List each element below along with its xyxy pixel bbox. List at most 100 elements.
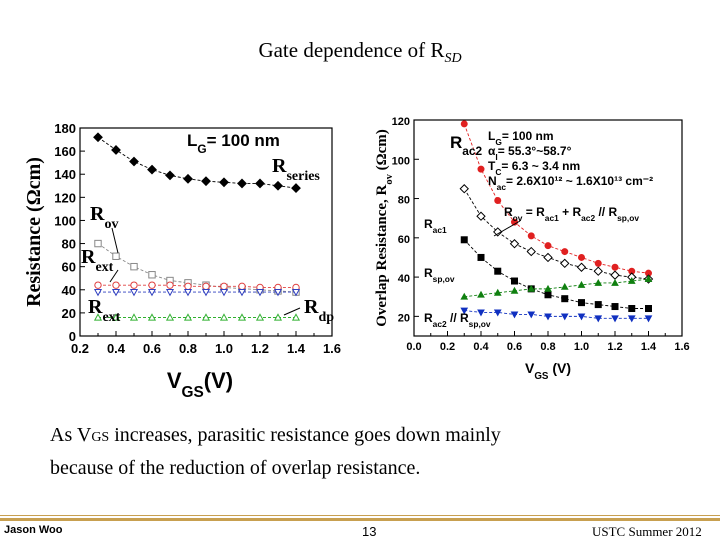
series-rext xyxy=(94,281,300,292)
data-point xyxy=(628,305,636,313)
series-rext2 xyxy=(93,289,301,297)
data-point xyxy=(183,173,193,184)
data-point xyxy=(578,253,585,261)
title-main: Gate dependence of R xyxy=(258,38,445,62)
series-rdp xyxy=(93,313,301,321)
data-point xyxy=(147,289,157,297)
data-point xyxy=(255,178,265,189)
plot-frame xyxy=(79,127,333,337)
series-rseries xyxy=(93,132,301,193)
data-point xyxy=(219,289,229,297)
data-point xyxy=(219,313,229,321)
label-rov: Rov xyxy=(90,203,118,232)
data-point xyxy=(147,164,157,175)
caption-line-2: because of the reduction of overlap resi… xyxy=(50,457,421,479)
x-tick-label: 1.0 xyxy=(215,341,233,356)
data-point xyxy=(273,289,283,297)
x-tick-label: 1.2 xyxy=(251,341,269,356)
y-tick-label: 160 xyxy=(54,144,76,159)
data-point xyxy=(94,281,102,289)
data-point xyxy=(644,315,653,323)
data-point xyxy=(273,180,283,191)
x-tick-label: 1.4 xyxy=(287,341,306,356)
footer-course: USTC Summer 2012 xyxy=(592,524,702,539)
arrow-rov xyxy=(493,220,521,237)
data-point xyxy=(255,313,265,321)
annotation-rov-equation: Rov = Rac1 + Rac2 // Rsp,ov xyxy=(504,205,639,223)
data-point xyxy=(201,313,211,321)
y-tick-label: 100 xyxy=(54,213,76,228)
data-point xyxy=(611,303,619,311)
data-point xyxy=(201,289,211,297)
data-point xyxy=(130,281,138,289)
data-point xyxy=(459,184,469,194)
data-point xyxy=(561,295,569,303)
data-point xyxy=(93,313,103,321)
label-rdp: Rdp xyxy=(304,296,334,325)
data-point xyxy=(576,262,587,272)
data-point xyxy=(593,266,603,276)
data-point xyxy=(526,246,536,257)
data-point xyxy=(237,313,247,321)
data-point xyxy=(183,313,193,321)
y-tick-label: 80 xyxy=(62,237,76,252)
x-tick-label: 0.2 xyxy=(440,341,455,353)
data-point xyxy=(477,290,485,298)
y-tick-label: 20 xyxy=(398,312,410,324)
data-point xyxy=(238,282,246,291)
data-point xyxy=(291,183,301,193)
label-rext-bottom: Rext xyxy=(88,296,121,325)
series-line xyxy=(463,239,649,309)
data-point xyxy=(183,289,193,297)
y-tick-label: 80 xyxy=(398,195,410,207)
x-tick-label: 0.8 xyxy=(540,341,555,353)
title-sub: SD xyxy=(444,51,462,67)
data-point xyxy=(111,313,121,321)
data-point xyxy=(476,211,486,221)
label-rac1: Rac1 xyxy=(424,217,447,235)
annotation-alpha: αI= 55.3°~58.7° xyxy=(488,144,572,162)
data-point xyxy=(560,282,569,290)
data-point xyxy=(510,286,519,294)
series-rac2 xyxy=(460,120,652,277)
left-chart: 0.2 0.4 0.6 0.8 1.0 1.2 1.4 1.6 0 20 40 60 80 100 120 1… xyxy=(23,121,341,401)
series-line xyxy=(464,278,649,298)
arrow-rext xyxy=(109,269,119,283)
data-point xyxy=(544,284,552,292)
data-point xyxy=(627,315,636,323)
x-axis-label: VGS(V) xyxy=(167,368,233,401)
x-tick-label: 0.4 xyxy=(473,341,489,353)
y-tick-label: 0 xyxy=(69,329,76,344)
data-point xyxy=(477,165,485,173)
y-tick-label: 120 xyxy=(392,116,410,128)
data-point xyxy=(291,313,301,321)
data-point xyxy=(611,278,619,286)
data-point xyxy=(511,277,518,285)
data-point xyxy=(165,313,175,321)
data-point xyxy=(644,275,653,282)
data-point xyxy=(527,311,536,319)
y-tick-label: 60 xyxy=(62,260,76,275)
data-point xyxy=(237,178,247,189)
footer-rule-thin xyxy=(0,515,720,516)
annotation-tc: TC= 6.3 ~ 3.4 nm xyxy=(488,159,580,177)
series-line xyxy=(464,310,649,319)
y-axis-label: Resistance (Ωcm) xyxy=(23,157,45,307)
y-tick-label: 40 xyxy=(62,283,76,298)
data-point xyxy=(544,242,552,250)
y-tick-label: 180 xyxy=(54,121,76,136)
data-point xyxy=(165,170,175,181)
slide-title: Gate dependence of RSD xyxy=(0,38,720,67)
data-point xyxy=(202,282,210,291)
series-rsp-ov xyxy=(460,275,653,300)
data-point xyxy=(594,278,603,286)
data-point xyxy=(129,313,139,321)
arrow-rdp xyxy=(283,307,301,316)
lg-annotation: LG= 100 nm xyxy=(187,131,280,156)
series-line xyxy=(98,284,296,288)
data-point xyxy=(509,239,520,249)
x-tick-label: 1.0 xyxy=(574,341,589,353)
data-point xyxy=(93,132,103,143)
data-point xyxy=(112,281,120,289)
data-point xyxy=(147,313,157,321)
